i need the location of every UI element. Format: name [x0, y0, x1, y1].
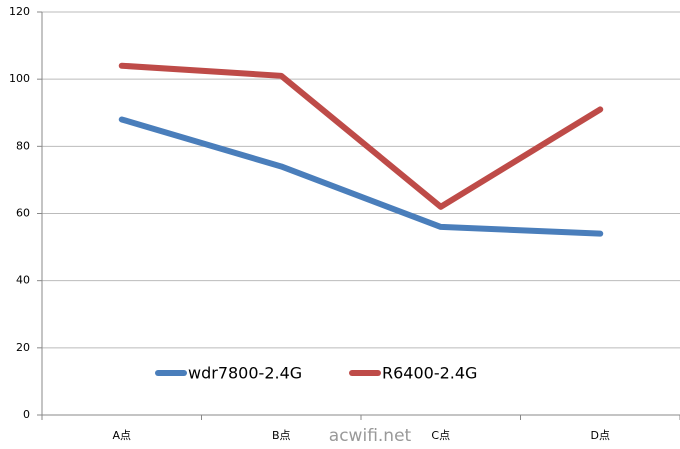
y-tick-label: 20: [16, 341, 30, 354]
y-tick-label: 40: [16, 274, 30, 287]
x-tick-label: C点: [431, 429, 450, 442]
y-tick-label: 0: [23, 408, 30, 421]
legend-label: R6400-2.4G: [382, 364, 477, 383]
y-tick-label: 100: [9, 72, 30, 85]
x-tick-label: D点: [591, 429, 610, 442]
series-line: [118, 62, 604, 210]
x-tick-label: A点: [112, 429, 131, 442]
legend-label: wdr7800-2.4G: [188, 364, 302, 383]
series-line: [118, 116, 604, 237]
watermark: acwifi.net: [329, 426, 412, 446]
y-tick-label: 80: [16, 139, 30, 152]
x-tick-label: B点: [272, 429, 291, 442]
y-tick-label: 120: [9, 5, 30, 18]
y-tick-label: 60: [16, 207, 30, 220]
